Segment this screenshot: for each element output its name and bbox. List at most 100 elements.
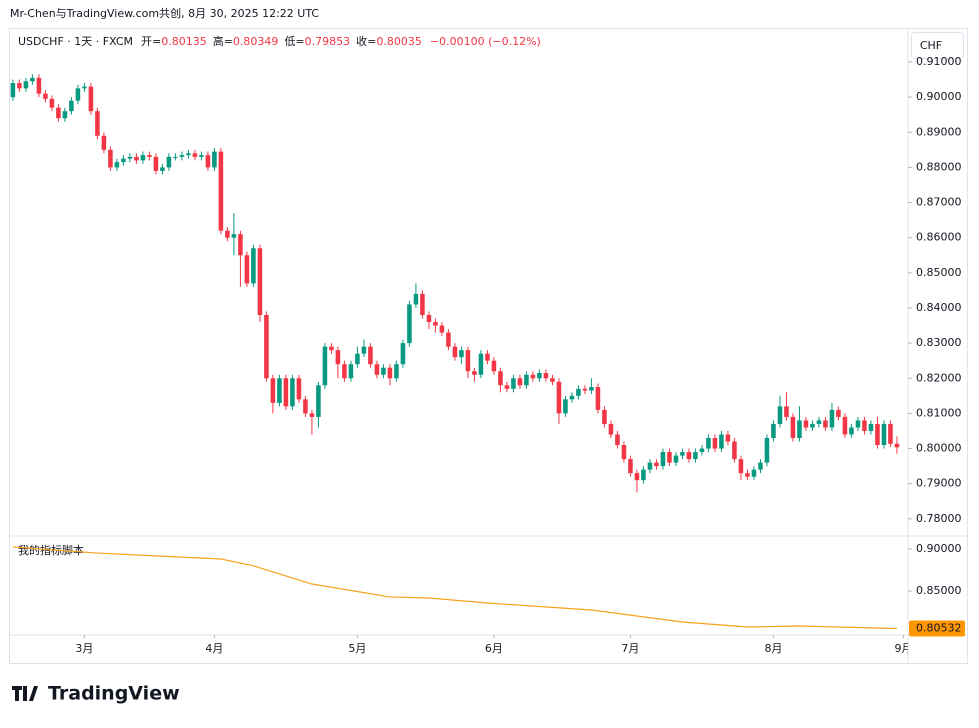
candle-body [758, 462, 763, 470]
candle-body [394, 364, 399, 379]
candle-body [121, 158, 126, 163]
candle-body [647, 462, 653, 470]
y-tick-label: 0.85000 [916, 266, 962, 279]
candle-body [842, 416, 848, 435]
candle-body [465, 350, 471, 372]
candle-body [75, 88, 81, 101]
last-value-box [909, 620, 965, 637]
candle-body [264, 315, 269, 379]
candle-body [316, 385, 321, 417]
candle-body [238, 234, 243, 256]
open-label: 开= [141, 35, 161, 48]
candle-body [283, 378, 289, 407]
candle-body [699, 448, 705, 453]
candle-body [192, 153, 198, 157]
candle-body [823, 420, 828, 428]
candle-body [101, 135, 107, 150]
candle-body [186, 153, 191, 156]
candle-body [290, 378, 295, 407]
y-tick-label: 0.85000 [916, 584, 962, 597]
candle-body [472, 371, 477, 375]
candle-body [881, 423, 887, 446]
candle-body [69, 100, 74, 112]
candle-body [667, 452, 672, 463]
candle-body [589, 387, 594, 391]
open-value: 0.80135 [161, 35, 207, 48]
candle-body [816, 420, 822, 424]
y-tick-label: 0.84000 [916, 301, 962, 314]
candle-body [355, 353, 360, 365]
candle-body [680, 452, 685, 456]
change: −0.00100 (−0.12%) [430, 35, 541, 48]
candle-body [322, 346, 328, 386]
candle-body [166, 156, 172, 168]
legend: USDCHF · 1天 · FXCM 开=0.80135 高=0.80349 低=0.… [18, 34, 541, 48]
candle-body [88, 86, 94, 112]
x-tick-label: 6月 [485, 642, 503, 655]
candle-body [361, 346, 367, 354]
candle-body [563, 399, 568, 414]
candle-body [829, 409, 835, 428]
candle-body [641, 469, 646, 481]
candle-body [407, 304, 412, 344]
candle-body [478, 353, 484, 375]
candle-body [836, 409, 841, 417]
candle-body [550, 378, 555, 382]
candle-body [62, 111, 68, 119]
candle-body [706, 438, 711, 449]
candle-body [738, 459, 744, 474]
candle-body [797, 420, 802, 439]
y-tick-label: 0.86000 [916, 231, 962, 244]
close-value: 0.80035 [376, 35, 422, 48]
symbol: USDCHF · 1天 · FXCM [18, 35, 133, 48]
candle-body [439, 325, 445, 333]
y-tick-label: 0.88000 [916, 160, 962, 173]
candle-body [342, 364, 347, 379]
y-tick-label: 0.90000 [916, 542, 962, 555]
candle-body [810, 423, 815, 428]
candle-body [504, 385, 510, 389]
candle-body [602, 409, 607, 424]
attribution: Mr-Chen与TradingView.com共创, 8月 30, 2025 1… [10, 7, 319, 20]
candle-body [595, 387, 601, 410]
candle-body [309, 413, 315, 417]
candle-body [524, 374, 529, 386]
candle-body [719, 434, 724, 449]
candle-body [95, 111, 100, 136]
candle-body [179, 155, 185, 157]
candle-body [498, 371, 503, 386]
candle-body [790, 416, 796, 439]
x-tick-label: 4月 [205, 642, 223, 655]
candle-body [660, 452, 666, 467]
candle-body [296, 378, 302, 400]
y-tick-label: 0.78000 [916, 512, 962, 525]
currency[interactable]: CHF [920, 39, 942, 52]
candle-body [491, 360, 497, 372]
candle-body [608, 423, 614, 435]
candle-body [693, 452, 698, 460]
candle-body [725, 434, 731, 442]
candle-body [426, 315, 432, 323]
x-tick-label: 5月 [348, 642, 366, 655]
candle-body [23, 81, 29, 89]
candle-body [764, 438, 770, 463]
candle-body [556, 381, 562, 414]
candle-body [257, 248, 263, 316]
candle-body [329, 346, 334, 351]
y-tick-label: 0.83000 [916, 336, 962, 349]
candle-body [420, 293, 425, 316]
candle-body [712, 438, 718, 449]
candle-body [576, 388, 581, 396]
candle-body [530, 374, 536, 379]
candle-body [446, 332, 451, 347]
currency-button[interactable] [911, 32, 964, 59]
low-label: 低= [284, 35, 304, 48]
candle-body [400, 343, 406, 365]
y-tick-label: 0.90000 [916, 90, 962, 103]
candle-body [368, 346, 373, 365]
candle-body [387, 367, 393, 379]
candle-body [303, 399, 308, 414]
x-tick-label: 9月 [894, 642, 912, 655]
candle-body [654, 462, 659, 467]
